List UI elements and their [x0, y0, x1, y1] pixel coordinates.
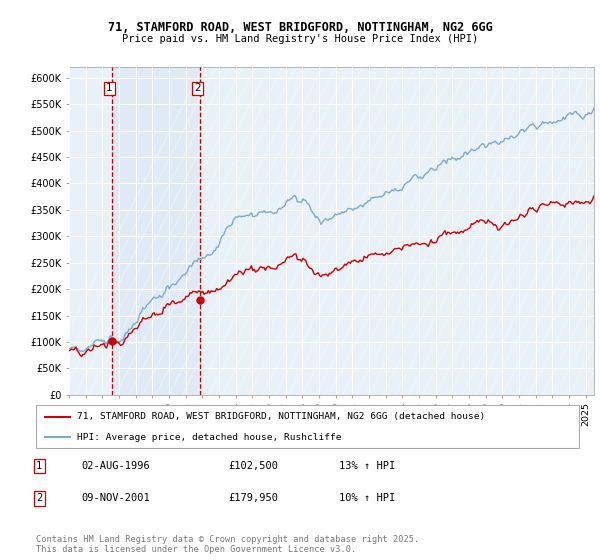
Text: £179,950: £179,950 — [228, 493, 278, 503]
Text: Contains HM Land Registry data © Crown copyright and database right 2025.
This d: Contains HM Land Registry data © Crown c… — [36, 535, 419, 554]
Text: HPI: Average price, detached house, Rushcliffe: HPI: Average price, detached house, Rush… — [77, 433, 341, 442]
Bar — [112, 67, 200, 395]
Text: 2: 2 — [194, 83, 201, 94]
FancyBboxPatch shape — [36, 405, 579, 448]
Text: 1: 1 — [106, 83, 113, 94]
Text: 71, STAMFORD ROAD, WEST BRIDGFORD, NOTTINGHAM, NG2 6GG (detached house): 71, STAMFORD ROAD, WEST BRIDGFORD, NOTTI… — [77, 412, 485, 422]
Text: 71, STAMFORD ROAD, WEST BRIDGFORD, NOTTINGHAM, NG2 6GG: 71, STAMFORD ROAD, WEST BRIDGFORD, NOTTI… — [107, 21, 493, 34]
Text: 13% ↑ HPI: 13% ↑ HPI — [339, 461, 395, 471]
Text: Price paid vs. HM Land Registry's House Price Index (HPI): Price paid vs. HM Land Registry's House … — [122, 34, 478, 44]
Text: £102,500: £102,500 — [228, 461, 278, 471]
Text: 02-AUG-1996: 02-AUG-1996 — [81, 461, 150, 471]
Text: 09-NOV-2001: 09-NOV-2001 — [81, 493, 150, 503]
Text: 10% ↑ HPI: 10% ↑ HPI — [339, 493, 395, 503]
Text: 2: 2 — [36, 493, 42, 503]
Text: 1: 1 — [36, 461, 42, 471]
